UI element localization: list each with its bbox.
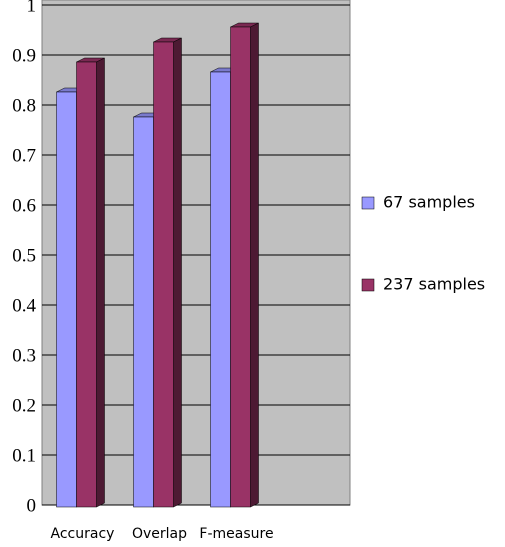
bar xyxy=(210,71,231,508)
bar-side xyxy=(173,37,182,508)
y-tick-label: 0.8 xyxy=(12,95,36,116)
x-tick-label: Overlap xyxy=(132,526,187,542)
bar xyxy=(153,41,174,508)
y-tick-label: 0.2 xyxy=(12,395,36,416)
bar xyxy=(76,61,97,508)
legend-swatch xyxy=(361,278,375,292)
y-tick-label: 0.5 xyxy=(12,245,36,266)
y-tick-label: 0.4 xyxy=(12,295,36,316)
bar xyxy=(56,91,77,508)
x-tick-label: Accuracy xyxy=(51,526,115,542)
y-tick-label: 0 xyxy=(27,495,37,516)
bar xyxy=(230,26,251,508)
bar-side xyxy=(250,22,259,508)
y-tick-label: 0.9 xyxy=(12,45,36,66)
legend-label: 237 samples xyxy=(383,275,485,294)
legend-label: 67 samples xyxy=(383,193,475,212)
legend-swatch xyxy=(361,196,375,210)
bar xyxy=(133,116,154,508)
y-tick-label: 0.3 xyxy=(12,345,36,366)
y-tick-label: 1 xyxy=(27,0,37,16)
y-tick-label: 0.7 xyxy=(12,145,36,166)
bar-side xyxy=(96,57,105,508)
y-tick-label: 0.1 xyxy=(12,445,36,466)
x-tick-label: F-measure xyxy=(199,526,273,542)
y-tick-label: 0.6 xyxy=(12,195,36,216)
